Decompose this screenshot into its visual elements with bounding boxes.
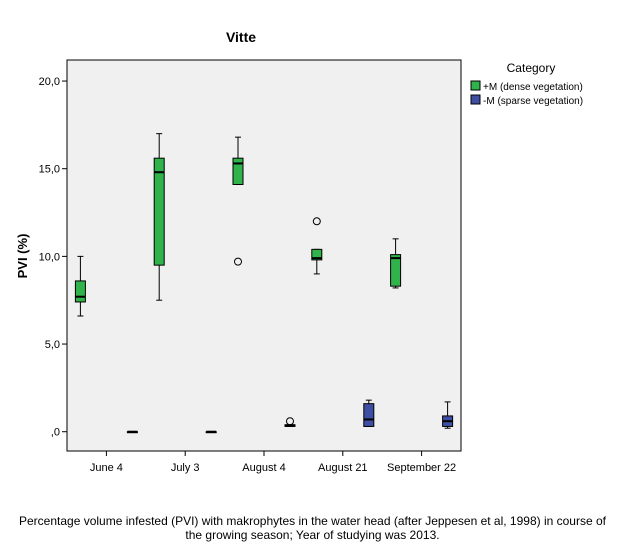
outlier-point [286, 417, 294, 426]
box-rect [311, 248, 323, 261]
x-tick-label: June 4 [90, 462, 123, 474]
box-rect [390, 254, 402, 287]
box [311, 217, 323, 275]
outlier-point [234, 257, 242, 266]
box-rect [363, 403, 375, 427]
x-tick-label: August 21 [318, 462, 368, 474]
outlier-point [312, 217, 321, 226]
y-axis: ,0 5,0 10,0 15,0 20,0 [39, 76, 67, 439]
x-tick-label: August 4 [242, 462, 285, 474]
figure-caption: Percentage volume infested (PVI) with ma… [19, 514, 606, 542]
box [126, 430, 138, 434]
box [153, 133, 165, 301]
legend-items: +M (dense vegetation) -M (sparse vegetati… [470, 80, 583, 107]
y-axis-label: PVI (%) [15, 234, 30, 279]
box-series [74, 133, 454, 434]
y-tick-label: 5,0 [45, 339, 60, 351]
box [74, 255, 86, 317]
box [363, 399, 375, 427]
legend: Category +M (dense vegetation) -M (sparse… [470, 61, 583, 107]
box-rect [153, 157, 165, 266]
x-axis: June 4 July 3 August 4 August 21 September 2… [90, 451, 456, 474]
box-rect [232, 157, 244, 185]
box [390, 238, 402, 289]
y-tick-label: 20,0 [39, 76, 60, 88]
box [442, 401, 454, 429]
legend-title: Category [507, 61, 556, 75]
chart-title: Vitte [226, 29, 256, 45]
x-tick-label: September 22 [387, 462, 456, 474]
legend-label: +M (dense vegetation) [483, 82, 583, 93]
box [232, 136, 244, 266]
boxplot-chart: Vitte ,0 5,0 10,0 15,0 20,0 June 4 July 3 Augu… [15, 29, 583, 474]
y-tick-label: ,0 [51, 427, 60, 439]
legend-swatch [470, 80, 481, 91]
x-tick-label: July 3 [171, 462, 200, 474]
box [205, 430, 217, 434]
y-tick-label: 15,0 [39, 164, 60, 176]
legend-swatch [470, 94, 481, 105]
y-tick-label: 10,0 [39, 251, 60, 263]
box-rect [74, 280, 86, 303]
legend-label: -M (sparse vegetation) [483, 96, 583, 107]
box [284, 417, 296, 427]
plot-area [66, 59, 462, 452]
